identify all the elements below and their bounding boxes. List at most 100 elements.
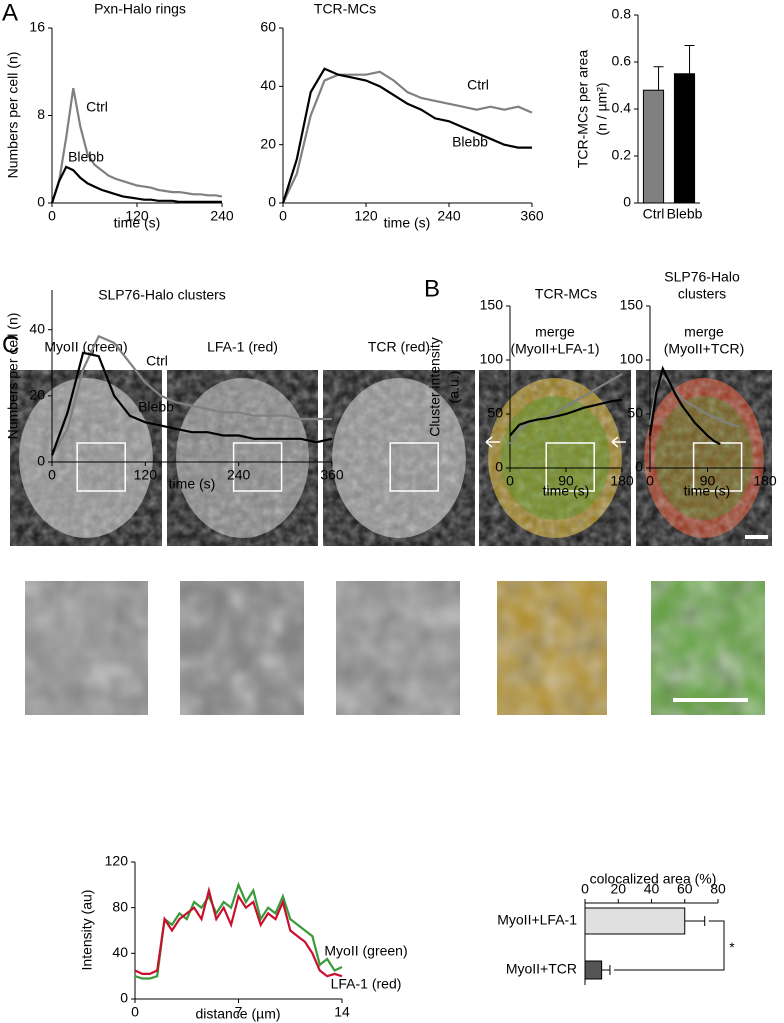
error-bar xyxy=(684,916,706,926)
series-label: Ctrl xyxy=(467,77,489,93)
x-tick-label: 240 xyxy=(437,208,461,224)
chart-title: Pxn-Halo rings xyxy=(94,1,186,17)
axis-label: time (s) xyxy=(169,476,216,492)
zoom-texture xyxy=(336,581,460,715)
x-tick-label: 0 xyxy=(48,467,56,483)
x-tick-label: Ctrl xyxy=(643,206,665,222)
x-tick-label: 360 xyxy=(320,467,344,483)
bar xyxy=(584,960,603,980)
panel-letter: B xyxy=(424,275,440,302)
series-label: Blebb xyxy=(138,399,174,415)
green-channel xyxy=(500,396,610,520)
axis-label: TCR-MCs per area xyxy=(575,50,591,168)
image-label: LFA-1 (red) xyxy=(207,339,278,355)
y-tick-label: 20 xyxy=(260,135,276,151)
x-tick-label: 0 xyxy=(279,208,287,224)
x-tick-label: 360 xyxy=(520,208,544,224)
series-line xyxy=(648,374,740,429)
axis-label: Intensity (au) xyxy=(79,890,95,971)
significance-bracket xyxy=(613,920,725,971)
y-tick-label: 40 xyxy=(260,77,276,93)
roi-box xyxy=(76,442,126,492)
x-tick-label: 240 xyxy=(210,208,234,224)
zoom-texture xyxy=(25,581,148,715)
axis-label: (a.u.) xyxy=(446,371,462,404)
green-channel xyxy=(655,396,753,520)
series-label: LFA-1 (red) xyxy=(331,976,402,992)
y-tick-label: 100 xyxy=(480,351,504,367)
axis-label: time (s) xyxy=(384,215,431,231)
series-line xyxy=(50,88,223,204)
axis-label: time (s) xyxy=(114,215,161,231)
x-tick-label: 90 xyxy=(558,473,574,489)
x-tick-label: 120 xyxy=(134,467,158,483)
series-label: Ctrl xyxy=(86,99,108,115)
y-tick-label: 40 xyxy=(112,944,128,960)
x-tick-label: 60 xyxy=(677,881,693,897)
y-tick-label: 0.4 xyxy=(612,100,632,116)
axis-label: Cluster intensity xyxy=(427,337,443,437)
x-tick-label: 20 xyxy=(610,881,626,897)
bar xyxy=(584,907,686,935)
axis-label: Numbers per cell (n) xyxy=(5,52,21,179)
series-line xyxy=(50,165,222,204)
y-tick-label: 80 xyxy=(112,898,128,914)
axis-label: time (s) xyxy=(543,483,590,499)
texture xyxy=(636,370,772,546)
chart-title: TCR-MCs xyxy=(535,286,597,302)
axis-label: Numbers per cell (n) xyxy=(5,313,21,440)
x-tick-label: 0 xyxy=(131,1004,139,1020)
arrow xyxy=(485,436,500,448)
series-line xyxy=(51,334,332,456)
y-tick-label: 0 xyxy=(37,453,45,469)
x-tick-label: 40 xyxy=(644,881,660,897)
y-tick-label: 150 xyxy=(620,297,644,313)
x-tick-label: 240 xyxy=(227,467,251,483)
panel-letter: A xyxy=(2,0,18,26)
axis-label: distance (µm) xyxy=(195,1006,280,1022)
texture xyxy=(323,370,475,546)
x-tick-label: 0 xyxy=(48,208,56,224)
x-tick-label: 120 xyxy=(125,208,149,224)
bar xyxy=(642,89,665,204)
y-tick-label: 60 xyxy=(260,19,276,35)
roi-box xyxy=(232,442,283,492)
zoom-texture xyxy=(497,581,607,715)
axis-label: colocalized area (%) xyxy=(590,871,717,887)
y-tick-label: 8 xyxy=(37,106,45,122)
x-tick-label: 0 xyxy=(581,881,589,897)
chart-title: SLP76-Halo clusters xyxy=(98,287,226,303)
series-line xyxy=(509,398,623,437)
image-label: (MyoII+LFA-1) xyxy=(510,341,599,357)
category-label: MyoII+LFA-1 xyxy=(497,912,577,928)
series-line xyxy=(281,67,532,204)
x-tick-label: 180 xyxy=(610,473,634,489)
y-tick-label: 0.2 xyxy=(612,147,632,163)
texture xyxy=(479,370,631,546)
series-line xyxy=(282,70,533,204)
image-label: MyoII (green) xyxy=(44,339,127,355)
texture xyxy=(167,370,318,546)
zoom-texture xyxy=(180,581,304,715)
series-label: MyoII (green) xyxy=(324,943,407,959)
y-tick-label: 0 xyxy=(120,990,128,1006)
x-tick-label: Blebb xyxy=(667,206,703,222)
y-tick-label: 0.6 xyxy=(612,53,632,69)
texture xyxy=(10,370,162,546)
axis-label: time (s) xyxy=(684,483,731,499)
x-tick-label: 0 xyxy=(506,473,514,489)
x-tick-label: 7 xyxy=(235,1004,243,1020)
y-tick-label: 40 xyxy=(29,320,45,336)
y-tick-label: 50 xyxy=(627,405,643,421)
y-tick-label: 0 xyxy=(37,194,45,210)
chart-title: clusters xyxy=(678,286,726,302)
series-line xyxy=(134,881,343,980)
y-tick-label: 16 xyxy=(29,19,45,35)
roi-box xyxy=(545,442,595,492)
series-line xyxy=(50,351,333,456)
y-tick-label: 0 xyxy=(268,194,276,210)
series-label: Blebb xyxy=(452,134,488,150)
y-tick-label: 0.8 xyxy=(612,6,632,22)
image-label: merge xyxy=(535,324,575,340)
image-label: TCR (red) xyxy=(368,339,430,355)
